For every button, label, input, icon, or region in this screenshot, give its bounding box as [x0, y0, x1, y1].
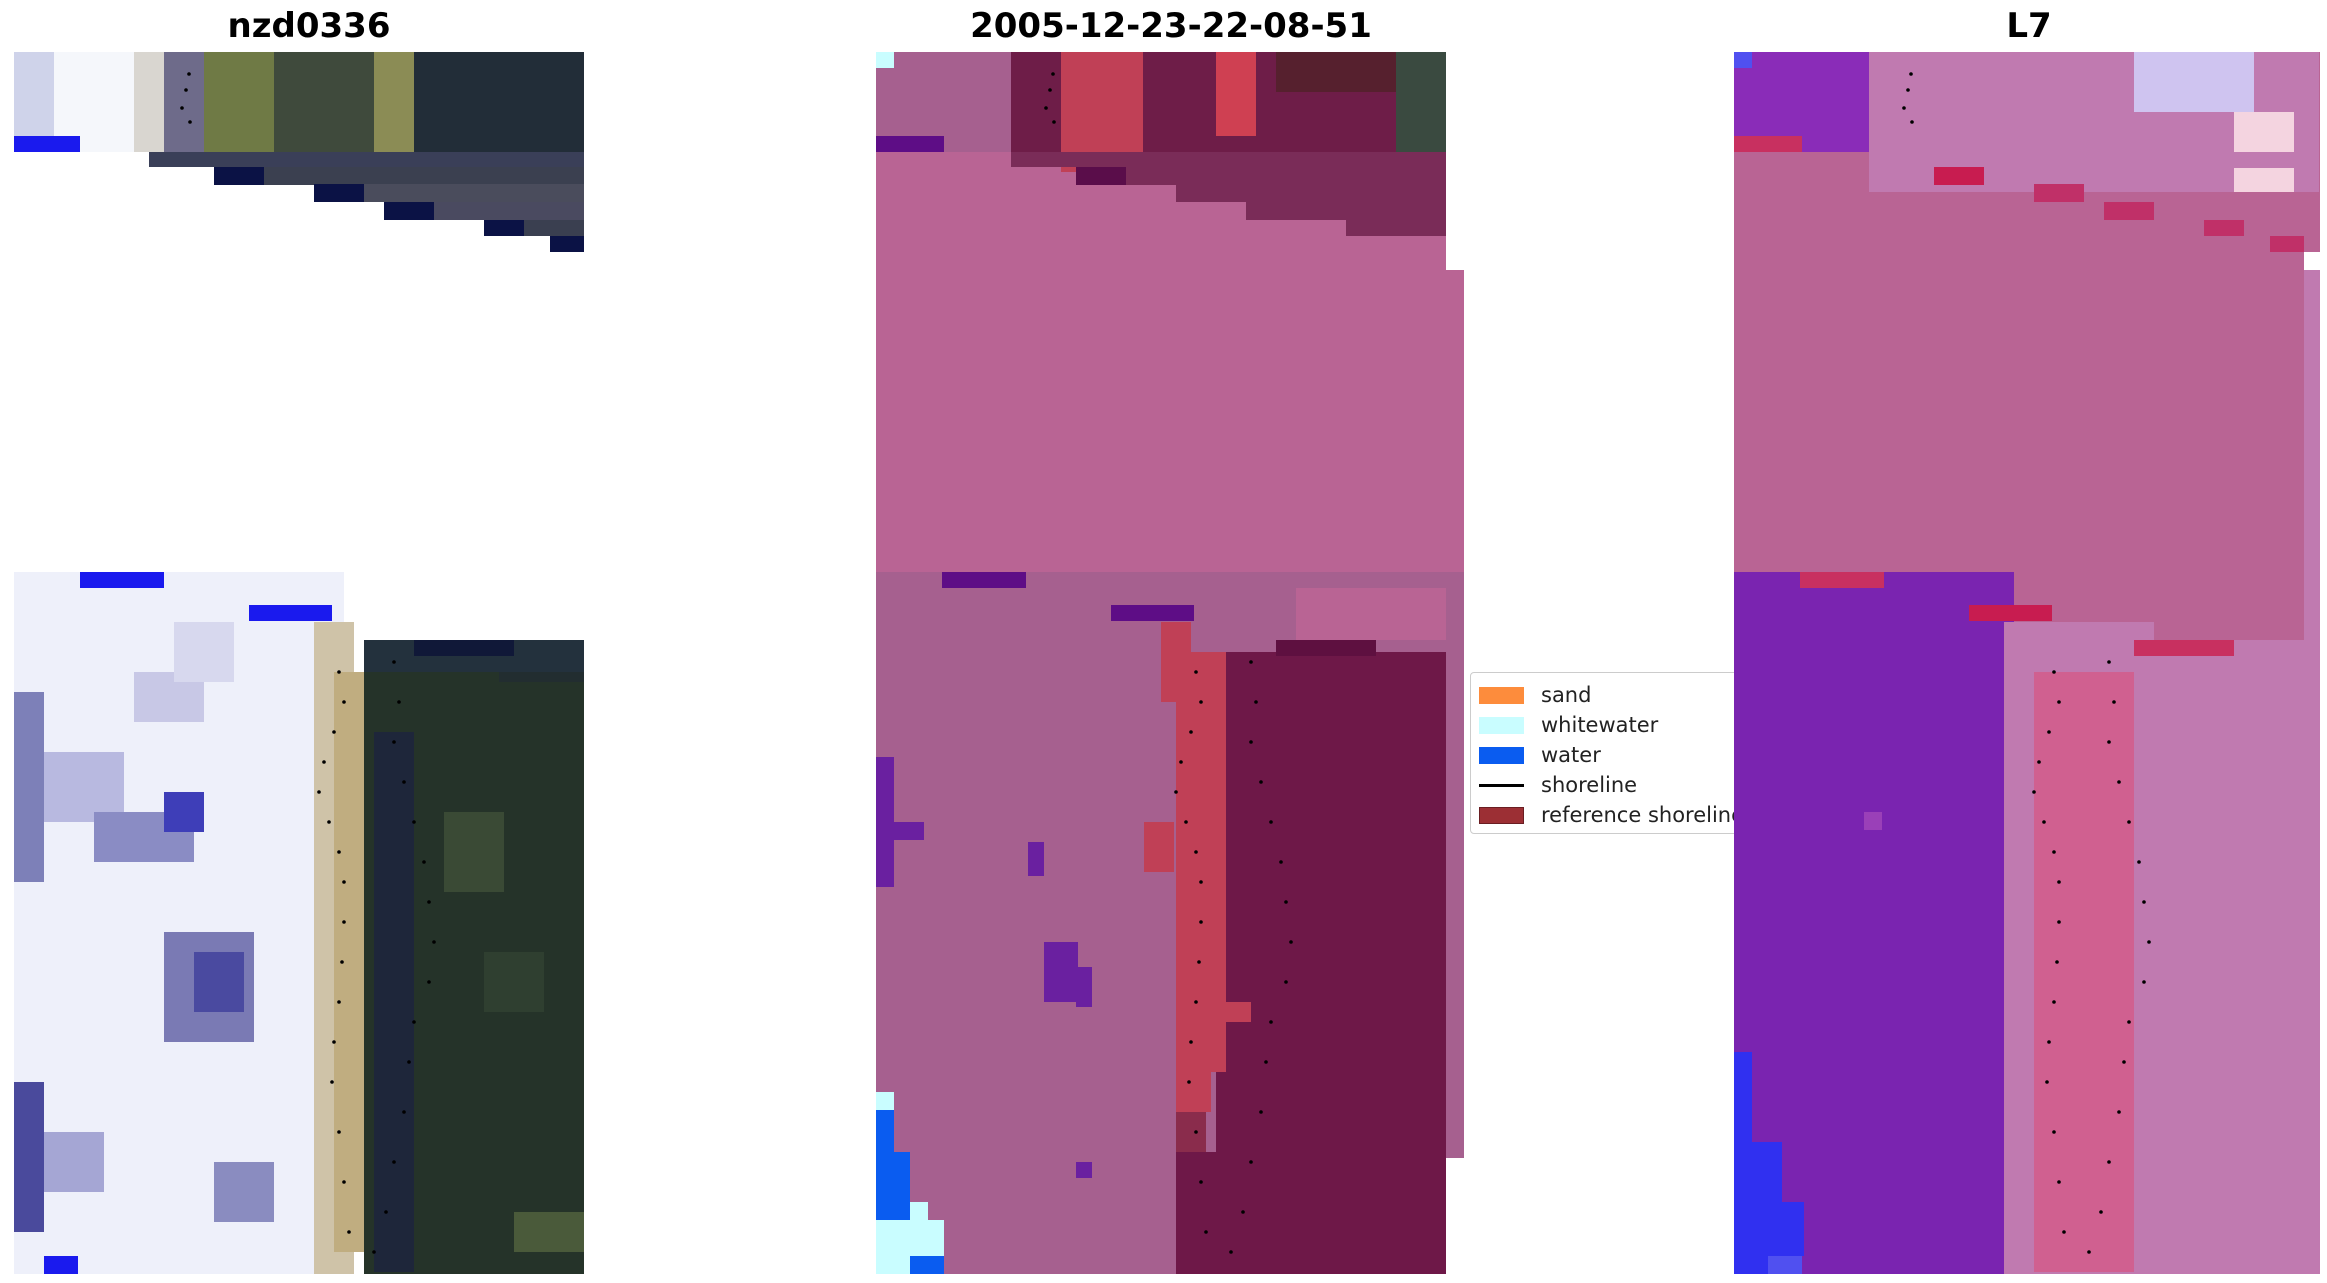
rgb-image-panel: [14, 52, 584, 1274]
rgb-image: [14, 52, 584, 1274]
classified-image-panel: [876, 52, 1464, 1274]
legend-label: sand: [1541, 683, 1592, 707]
l7-image-panel: [1734, 52, 2320, 1274]
legend-item-shoreline: shoreline: [1479, 771, 1637, 799]
legend-item-reference-shoreline: reference shoreline: [1479, 801, 1744, 829]
reference-shoreline-swatch: [1479, 806, 1524, 824]
legend-label: whitewater: [1541, 713, 1659, 737]
panel-title-1: nzd0336: [227, 6, 391, 46]
legend-item-water: water: [1479, 741, 1601, 769]
legend-label: shoreline: [1541, 773, 1638, 797]
legend-item-sand: sand: [1479, 681, 1591, 709]
sand-swatch: [1479, 686, 1524, 704]
classified-image: [876, 52, 1464, 1274]
l7-image: [1734, 52, 2320, 1274]
legend-item-whitewater: whitewater: [1479, 711, 1658, 739]
legend-label: reference shoreline: [1541, 803, 1745, 827]
panel-title-2: 2005-12-23-22-08-51: [970, 6, 1372, 46]
whitewater-swatch: [1479, 716, 1524, 734]
water-swatch: [1479, 746, 1524, 764]
legend: sand whitewater water shoreline referenc…: [1470, 672, 1744, 834]
panel-title-3: L7: [2006, 6, 2052, 46]
shoreline-line-swatch: [1479, 783, 1524, 787]
legend-label: water: [1541, 743, 1601, 767]
